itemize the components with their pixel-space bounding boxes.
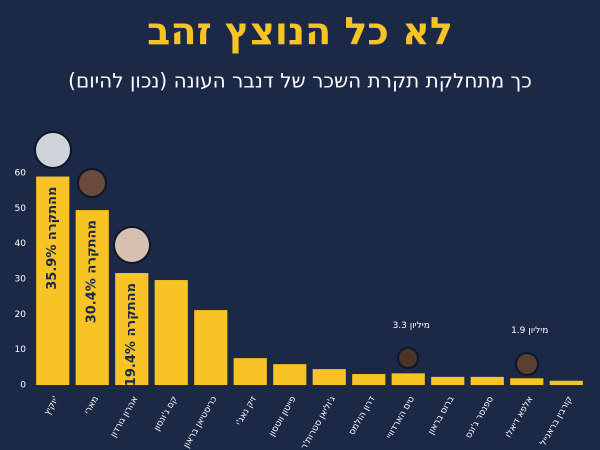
bar-annotation: 35.9% מהתקרה — [45, 187, 60, 290]
bar-annotation: 1.9 מיליון — [511, 326, 548, 336]
y-tick-label: 50 — [15, 204, 27, 214]
player-photos — [34, 131, 539, 376]
bar-annotation: 19.4% מהתקרה — [124, 283, 139, 386]
photo — [77, 168, 107, 198]
photo — [397, 347, 419, 369]
bar — [36, 176, 70, 385]
bar — [510, 378, 544, 385]
y-tick-label: 10 — [15, 345, 27, 355]
bar — [154, 280, 188, 385]
photo — [113, 226, 151, 264]
bar — [194, 310, 228, 385]
bar — [115, 272, 149, 385]
y-tick-label: 20 — [15, 310, 27, 320]
photo — [34, 131, 72, 169]
bar — [431, 376, 465, 385]
y-tick-label: 0 — [20, 381, 26, 391]
bar — [470, 376, 504, 385]
chart-subtitle: כך מתחלקת תקרת השכר של דנבר העונה (נכון … — [68, 69, 532, 93]
bar — [75, 210, 109, 385]
photo — [515, 352, 539, 376]
bar — [391, 373, 425, 385]
y-tick-label: 40 — [15, 239, 27, 249]
bar — [233, 358, 267, 385]
y-tick-label: 30 — [15, 275, 27, 285]
bar-annotation: 3.3 מיליון — [393, 321, 430, 331]
bar — [549, 380, 583, 385]
bar — [312, 369, 346, 385]
bar — [273, 364, 307, 385]
bar — [352, 374, 386, 385]
y-tick-label: 60 — [15, 169, 27, 179]
chart-title: לא כל הנוצץ זהב — [147, 10, 453, 54]
bar-annotation: 30.4% מהתקרה — [85, 220, 100, 323]
